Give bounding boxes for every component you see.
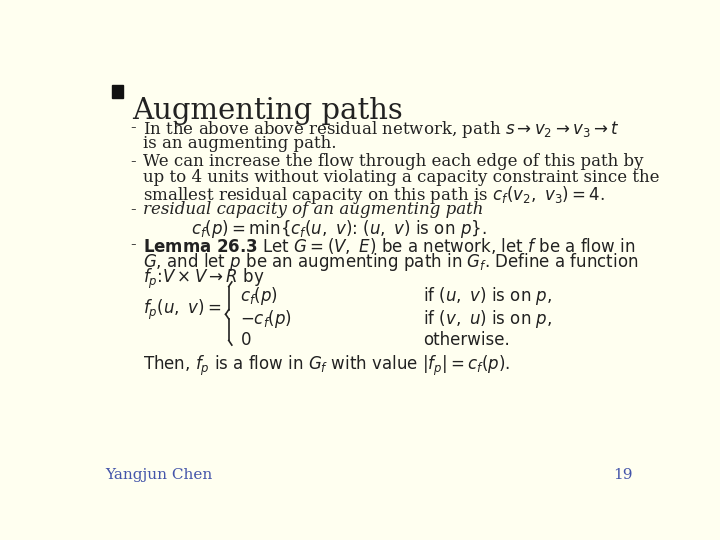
Text: $G$, and let $p$ be an augmenting path in $G_f$. Define a function: $G$, and let $p$ be an augmenting path i…	[143, 251, 638, 273]
Text: In the above above residual network, path $s \to v_2 \to v_3 \to t$: In the above above residual network, pat…	[143, 119, 619, 140]
Text: We can increase the flow through each edge of this path by: We can increase the flow through each ed…	[143, 153, 643, 170]
Text: -: -	[130, 236, 136, 253]
Text: if $(v,\ u)$ is on $p$,: if $(v,\ u)$ is on $p$,	[423, 308, 552, 330]
Bar	[112, 85, 122, 98]
Text: $- c_f(p)$: $- c_f(p)$	[240, 308, 292, 330]
Text: -: -	[130, 119, 136, 137]
Text: smallest residual capacity on this path is $c_f(v_2,\ v_3) = 4$.: smallest residual capacity on this path …	[143, 184, 605, 206]
Text: $\mathbf{Lemma\ 26.3}$ Let $G = (V,\ E)$ be a network, let $f$ be a flow in: $\mathbf{Lemma\ 26.3}$ Let $G = (V,\ E)$…	[143, 236, 635, 256]
Text: otherwise.: otherwise.	[423, 331, 510, 349]
Text: residual capacity of an augmenting path: residual capacity of an augmenting path	[143, 201, 483, 218]
Text: up to 4 units without violating a capacity constraint since the: up to 4 units without violating a capaci…	[143, 168, 660, 186]
Text: -: -	[130, 201, 136, 218]
Text: Augmenting paths: Augmenting paths	[132, 97, 403, 125]
Text: $c_f(p) = \min\{c_f(u,\ v)\colon\ (u,\ v)\ \mathrm{is\ on\ }p\}.$: $c_f(p) = \min\{c_f(u,\ v)\colon\ (u,\ v…	[191, 218, 487, 240]
Text: $c_f(p)$: $c_f(p)$	[240, 285, 277, 307]
Text: if $(u,\ v)$ is on $p$,: if $(u,\ v)$ is on $p$,	[423, 285, 552, 307]
Text: -: -	[130, 153, 136, 170]
Text: Yangjun Chen: Yangjun Chen	[106, 468, 212, 482]
Text: is an augmenting path.: is an augmenting path.	[143, 135, 336, 152]
Text: Then, $f_p$ is a flow in $G_f$ with value $|f_p| = c_f(p)$.: Then, $f_p$ is a flow in $G_f$ with valu…	[143, 354, 510, 378]
Text: $0$: $0$	[240, 331, 251, 349]
Text: $f_p\colon V \times V \to R$ by: $f_p\colon V \times V \to R$ by	[143, 267, 264, 291]
Text: 19: 19	[613, 468, 632, 482]
Text: $f_p(u,\ v) =$: $f_p(u,\ v) =$	[143, 298, 221, 322]
